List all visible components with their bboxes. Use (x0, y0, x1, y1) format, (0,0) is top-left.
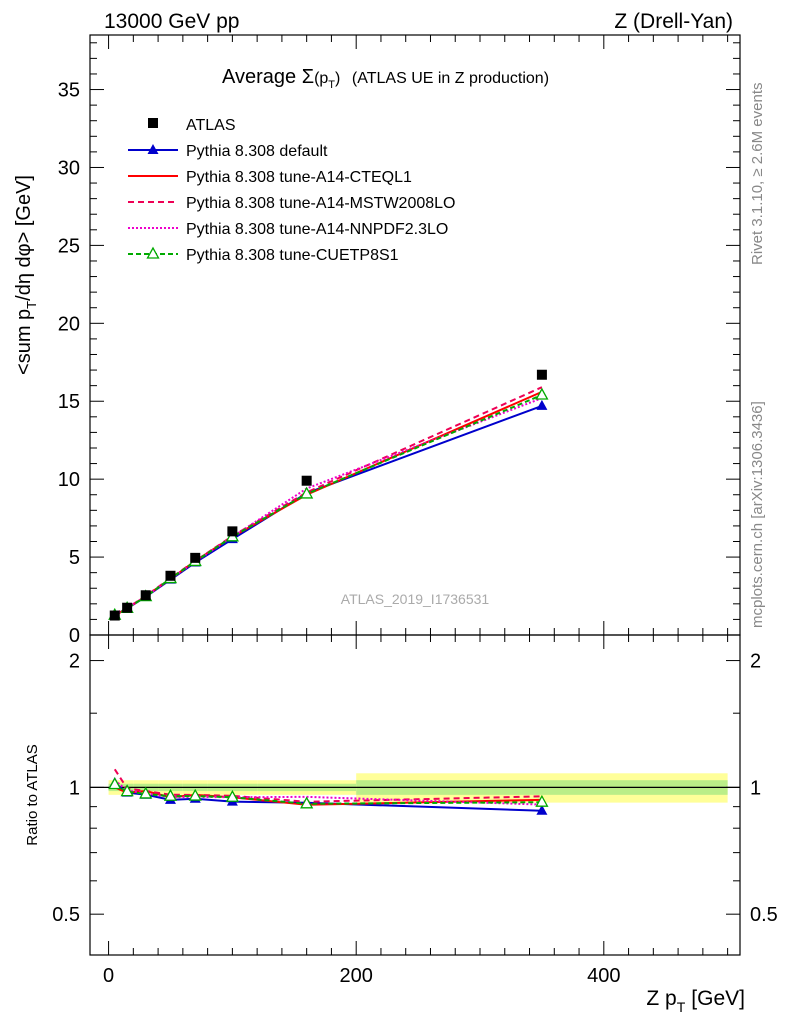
ratio-marker-4 (120, 784, 134, 797)
header-process-label: Z (Drell-Yan) (614, 10, 733, 33)
x-tick-label: 200 (340, 965, 373, 987)
ratio-line-2 (113, 768, 542, 803)
series-line-0 (114, 404, 543, 616)
ratio-tick-label-left: 2 (69, 651, 80, 673)
chart-title-close: ) (335, 70, 340, 87)
data-points-layer (109, 369, 547, 621)
chart-title-rest: (ATLAS UE in Z production) (352, 70, 549, 87)
y-tick-label: 35 (58, 80, 80, 102)
legend-marker-data (148, 118, 158, 128)
y-tick-label: 15 (58, 391, 80, 413)
chart-title-sub: T (328, 79, 335, 91)
chart-title: Average Σ(pT) (ATLAS UE in Z production) (222, 66, 549, 91)
ratio-tick-label-left: 1 (69, 777, 80, 799)
y-tick-label: 10 (58, 469, 80, 491)
y-tick-label: 5 (69, 547, 80, 569)
y-axis-label-a: <sum p (13, 309, 35, 375)
chart-title-prefix: Average (222, 66, 302, 88)
legend-label-1: Pythia 8.308 tune-A14-CTEQL1 (186, 169, 412, 186)
data-point (536, 369, 547, 380)
data-point (301, 475, 312, 486)
mcplots-source-label: mcplots.cern.ch [arXiv:1306.3436] (749, 401, 766, 628)
chart-title-symbol: Σ (302, 66, 314, 88)
y-tick-label: 30 (58, 157, 80, 179)
header-collision-label: 13000 GeV pp (104, 10, 239, 33)
legend-label-data: ATLAS (186, 117, 236, 134)
x-axis-label-unit: [GeV] (691, 987, 745, 1010)
y-axis-label-b: /dη dφ> [GeV] (13, 175, 35, 301)
data-point (140, 590, 151, 601)
data-point (190, 552, 201, 563)
main-series-layer (108, 386, 549, 620)
x-tick-label: 400 (587, 965, 620, 987)
series-marker-4 (535, 387, 549, 400)
y-axis-label-sub: T (24, 301, 39, 309)
ratio-marker-4 (225, 789, 239, 802)
y-tick-label: 20 (58, 313, 80, 335)
ratio-marker-4 (108, 777, 122, 790)
ratio-plot-frame (89, 634, 741, 956)
ratio-line-3 (114, 779, 542, 806)
legend-marker-0 (147, 144, 159, 154)
series-marker-0 (536, 399, 548, 410)
ratio-marker-4 (300, 796, 314, 809)
chart-title-paren: (p (314, 70, 328, 87)
ratio-axes-ticks: 0.5 0.5 1 1 2 2 0 200 400 (52, 635, 778, 987)
ratio-marker-0 (536, 804, 548, 815)
data-point (227, 526, 238, 537)
series-marker-4 (300, 486, 314, 499)
rivet-version-label: Rivet 3.1.10, ≥ 2.6M events (749, 83, 766, 266)
svg-text:Average Σ(pT) (ATLAS UE: Average Σ(pT) (ATLAS UE in Z production) (222, 66, 549, 91)
x-axis-label: Z pT [GeV] (646, 987, 745, 1015)
legend-label-4: Pythia 8.308 tune-CUETP8S1 (186, 247, 399, 264)
x-axis-label-sub: T (677, 999, 686, 1015)
series-line-4 (114, 394, 543, 617)
legend-label-0: Pythia 8.308 default (186, 143, 328, 160)
analysis-watermark: ATLAS_2019_I1736531 (341, 591, 490, 607)
ratio-marker-4 (163, 788, 178, 801)
legend: ATLAS Pythia 8.308 default Pythia 8.308 tu… (128, 117, 455, 264)
y-tick-label: 25 (58, 235, 80, 257)
main-axes-ticks: 0 5 10 15 20 25 30 35 (58, 35, 740, 647)
legend-marker-4 (146, 246, 160, 259)
x-tick-label: 0 (103, 965, 114, 987)
data-point (165, 570, 176, 581)
ratio-tick-label-right: 0.5 (750, 904, 778, 926)
ratio-marker-4 (188, 788, 202, 801)
ratio-tick-label-left: 0.5 (52, 904, 80, 926)
series-line-2 (114, 386, 543, 615)
ratio-marker-4 (535, 794, 549, 807)
y-tick-label: 0 (69, 625, 80, 647)
ratio-series-layer (108, 768, 549, 815)
legend-label-2: Pythia 8.308 tune-A14-MSTW2008LO (186, 195, 455, 212)
x-axis-label-main: Z p (646, 987, 676, 1010)
ratio-y-axis-label: Ratio to ATLAS (24, 744, 41, 845)
ratio-tick-label-right: 1 (750, 777, 761, 799)
legend-label-3: Pythia 8.308 tune-A14-NNPDF2.3LO (186, 221, 448, 238)
series-line-1 (114, 390, 543, 617)
data-point (122, 602, 133, 613)
ratio-marker-4 (139, 786, 153, 799)
ratio-tick-label-right: 2 (750, 651, 761, 673)
y-axis-label: <sum pT/dη dφ> [GeV] (13, 175, 39, 375)
data-point (109, 610, 120, 621)
